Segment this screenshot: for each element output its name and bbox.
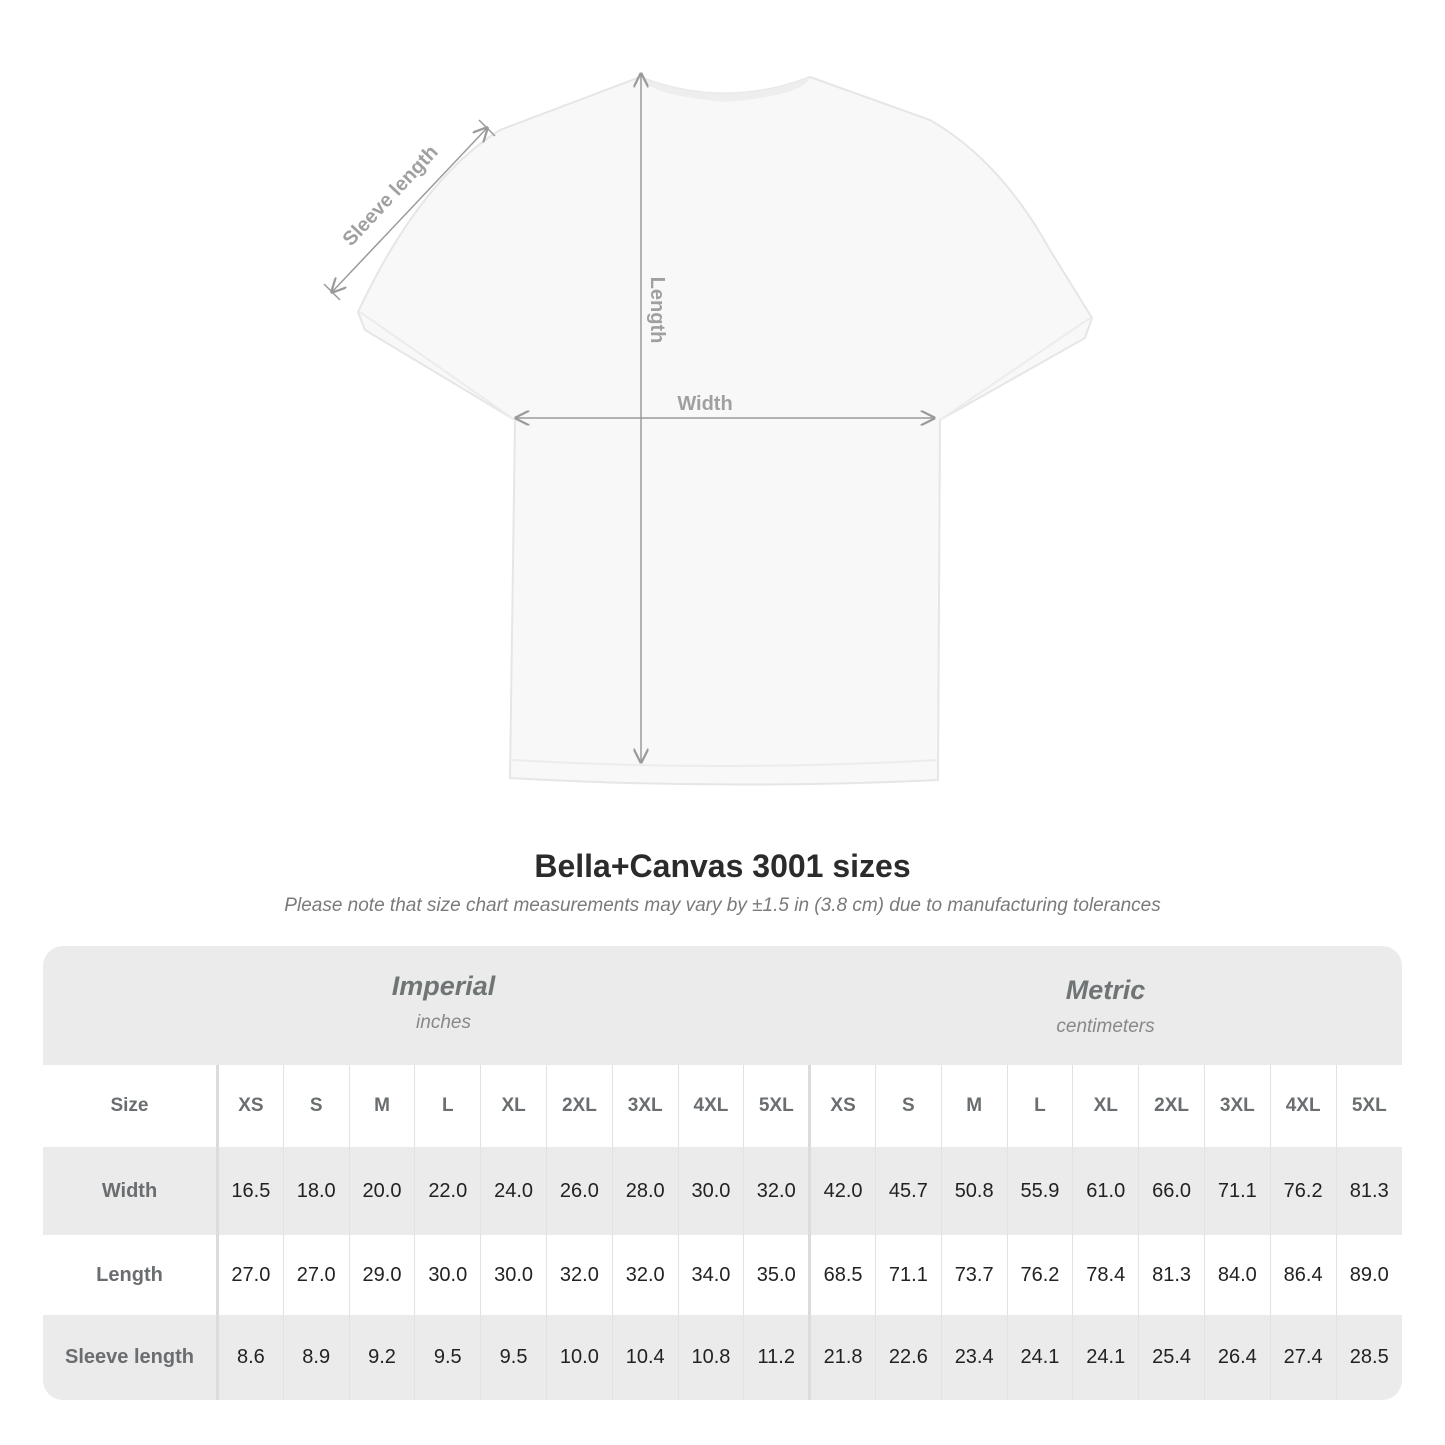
value-cell: 9.2 — [348, 1315, 415, 1400]
value-cell: 89.0 — [1335, 1235, 1402, 1315]
value-cell: 22.6 — [874, 1315, 942, 1400]
value-cell: 34.0 — [677, 1235, 744, 1315]
imperial-title: Imperial — [391, 971, 496, 1001]
size-header-cell: 3XL — [611, 1065, 679, 1147]
value-cell: 30.0 — [414, 1235, 481, 1315]
value-cell: 73.7 — [940, 1235, 1008, 1315]
value-cell: 27.4 — [1269, 1315, 1337, 1400]
size-header-row: Size XS S M L XL 2XL 3XL 4XL 5XL XS S M L XL 2XL 3XL 4XL 5… — [43, 1065, 1402, 1147]
value-cell: 23.4 — [940, 1315, 1008, 1400]
value-cell: 55.9 — [1006, 1147, 1073, 1235]
value-cell: 84.0 — [1203, 1235, 1271, 1315]
value-cell: 22.0 — [414, 1147, 481, 1235]
width-measure: Width — [516, 393, 934, 418]
table-row-width: Width 16.5 18.0 20.0 22.0 24.0 26.0 28.0 30.0 32.… — [43, 1147, 1402, 1235]
value-cell: 30.0 — [677, 1147, 744, 1235]
value-cell: 16.5 — [217, 1147, 284, 1235]
value-cell: 81.3 — [1335, 1147, 1402, 1235]
size-header-cell: 5XL — [1335, 1065, 1402, 1147]
value-cell: 24.0 — [480, 1147, 547, 1235]
value-cell: 28.5 — [1335, 1315, 1402, 1400]
size-header-cell: M — [940, 1065, 1008, 1147]
tolerance-note: Please note that size chart measurements… — [284, 895, 1161, 916]
value-cell: 86.4 — [1269, 1235, 1337, 1315]
value-cell: 9.5 — [414, 1315, 481, 1400]
tshirt-image — [356, 75, 1094, 786]
value-cell: 26.0 — [545, 1147, 613, 1235]
size-header-cell: XS — [217, 1065, 284, 1147]
size-header-cell: M — [348, 1065, 415, 1147]
value-cell: 10.4 — [611, 1315, 679, 1400]
row-label: Length — [43, 1235, 219, 1315]
size-table: Imperial inches Metric centimeters Size X… — [43, 946, 1402, 1400]
imperial-header: Imperial inches — [216, 971, 671, 1034]
value-cell: 32.0 — [545, 1235, 613, 1315]
value-cell: 30.0 — [480, 1235, 547, 1315]
value-cell: 29.0 — [348, 1235, 415, 1315]
value-cell: 61.0 — [1072, 1147, 1139, 1235]
size-header-cell: L — [414, 1065, 481, 1147]
value-cell: 81.3 — [1138, 1235, 1205, 1315]
size-header-cell: 2XL — [545, 1065, 613, 1147]
size-header-cell: XL — [1072, 1065, 1139, 1147]
value-cell: 68.5 — [808, 1235, 876, 1315]
size-header-cell: 2XL — [1138, 1065, 1205, 1147]
value-cell: 20.0 — [348, 1147, 415, 1235]
value-cell: 10.8 — [677, 1315, 744, 1400]
value-cell: 24.1 — [1006, 1315, 1073, 1400]
value-cell: 8.6 — [217, 1315, 284, 1400]
value-cell: 9.5 — [480, 1315, 547, 1400]
row-label: Size — [43, 1065, 219, 1147]
value-cell: 50.8 — [940, 1147, 1008, 1235]
size-header-cell: 4XL — [1269, 1065, 1337, 1147]
value-cell: 76.2 — [1006, 1235, 1073, 1315]
size-header-cell: L — [1006, 1065, 1073, 1147]
size-header-cell: XS — [808, 1065, 876, 1147]
size-header-cell: 5XL — [743, 1065, 810, 1147]
value-cell: 10.0 — [545, 1315, 613, 1400]
table-row-sleeve-length: Sleeve length 8.6 8.9 9.2 9.5 9.5 10.0 10.4 10.8… — [43, 1315, 1402, 1400]
value-cell: 71.1 — [874, 1235, 942, 1315]
value-cell: 28.0 — [611, 1147, 679, 1235]
value-cell: 66.0 — [1138, 1147, 1205, 1235]
size-header-cell: S — [874, 1065, 942, 1147]
value-cell: 32.0 — [743, 1147, 810, 1235]
imperial-unit: inches — [416, 1012, 471, 1033]
value-cell: 21.8 — [808, 1315, 876, 1400]
metric-header: Metric centimeters — [809, 975, 1402, 1038]
metric-unit: centimeters — [1056, 1016, 1155, 1037]
value-cell: 32.0 — [611, 1235, 679, 1315]
value-cell: 18.0 — [282, 1147, 350, 1235]
page-title: Bella+Canvas 3001 sizes — [534, 848, 911, 884]
value-cell: 26.4 — [1203, 1315, 1271, 1400]
value-cell: 78.4 — [1072, 1235, 1139, 1315]
length-label: Length — [646, 277, 668, 344]
value-cell: 25.4 — [1138, 1315, 1205, 1400]
tshirt-diagram: Sleeve length Length Width — [323, 0, 1094, 786]
size-grid: Size XS S M L XL 2XL 3XL 4XL 5XL XS S M L XL 2XL 3XL 4XL 5… — [43, 1065, 1402, 1400]
row-label: Width — [43, 1147, 219, 1235]
size-header-cell: XL — [480, 1065, 547, 1147]
size-header-cell: 3XL — [1203, 1065, 1271, 1147]
value-cell: 27.0 — [217, 1235, 284, 1315]
value-cell: 76.2 — [1269, 1147, 1337, 1235]
value-cell: 24.1 — [1072, 1315, 1139, 1400]
value-cell: 35.0 — [743, 1235, 810, 1315]
value-cell: 71.1 — [1203, 1147, 1271, 1235]
size-header-cell: 4XL — [677, 1065, 744, 1147]
table-row-length: Length 27.0 27.0 29.0 30.0 30.0 32.0 32.0 34.0 35… — [43, 1235, 1402, 1315]
value-cell: 42.0 — [808, 1147, 876, 1235]
row-label: Sleeve length — [43, 1315, 219, 1400]
width-label: Width — [677, 393, 732, 415]
metric-title: Metric — [1065, 975, 1146, 1005]
value-cell: 8.9 — [282, 1315, 350, 1400]
value-cell: 45.7 — [874, 1147, 942, 1235]
size-header-cell: S — [282, 1065, 350, 1147]
value-cell: 11.2 — [743, 1315, 810, 1400]
value-cell: 27.0 — [282, 1235, 350, 1315]
